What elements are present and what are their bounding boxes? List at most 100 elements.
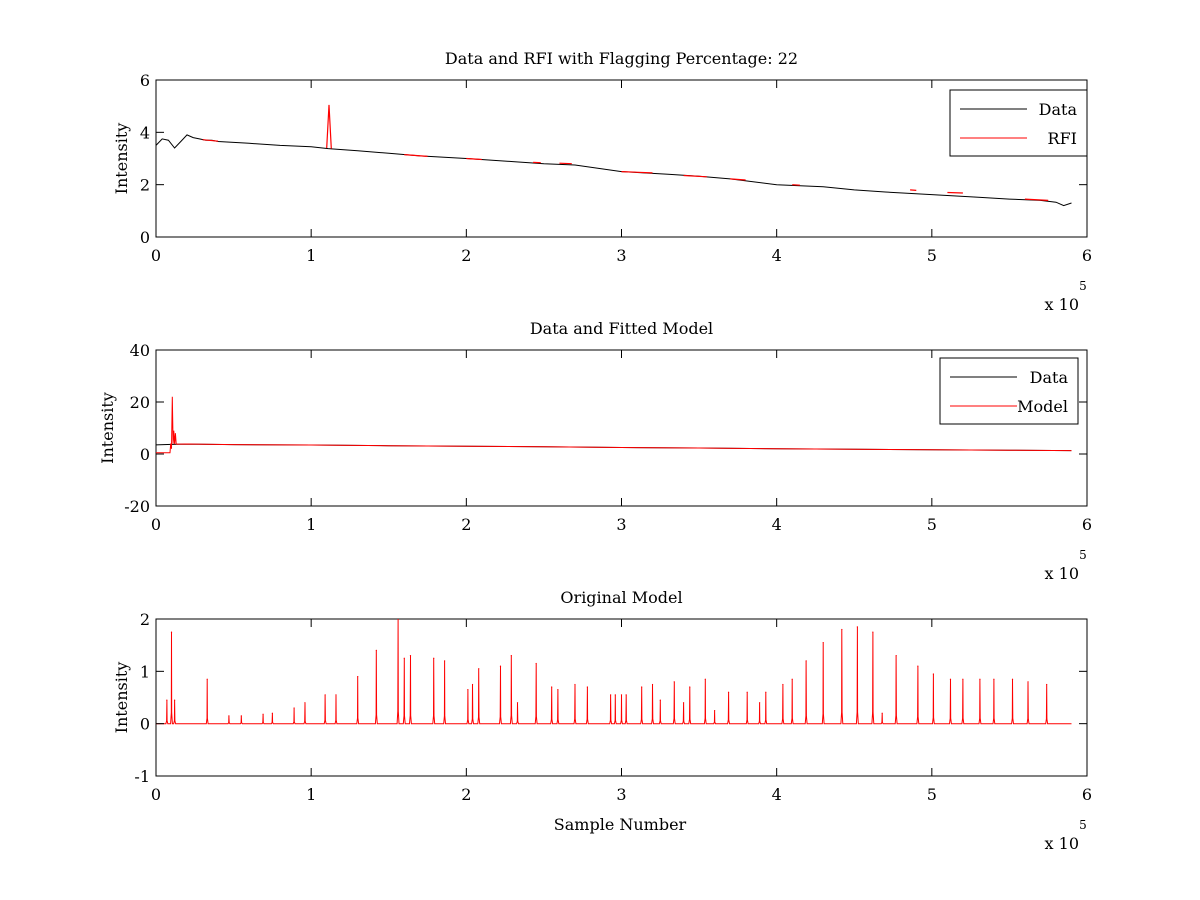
model-peak-10 <box>304 702 306 704</box>
model-peak-7 <box>262 713 264 715</box>
model-peak-22 <box>478 668 480 670</box>
legend: Data RFI <box>949 89 1088 157</box>
x-tick-label: 3 <box>616 785 626 804</box>
model-peak-34 <box>625 694 627 696</box>
x-tick-label: 2 <box>461 785 471 804</box>
model-peak-11 <box>324 694 326 696</box>
model-peak-32 <box>614 694 616 696</box>
y-tick-label: 2 <box>140 610 150 629</box>
model-peak-20 <box>467 689 469 691</box>
x-tick-label: 5 <box>927 785 937 804</box>
x-tick-label: 5 <box>927 246 937 265</box>
series-model-line <box>156 619 1072 725</box>
model-peak-35 <box>641 686 643 688</box>
legend-label-rfi: RFI <box>1048 129 1077 148</box>
legend-box <box>939 357 1079 425</box>
x-tick-label: 4 <box>772 785 782 804</box>
y-tick-label: -1 <box>134 767 150 786</box>
series-rfi-segment-2 <box>326 104 332 149</box>
x-exponent-power: 5 <box>1079 548 1087 562</box>
subplot-title: Data and RFI with Flagging Percentage: 2… <box>445 49 798 68</box>
model-peak-40 <box>689 686 691 688</box>
x-axis-label: Sample Number <box>554 815 687 834</box>
model-peak-31 <box>610 694 612 696</box>
model-peak-56 <box>917 665 919 667</box>
x-tick-label: 3 <box>616 246 626 265</box>
model-peak-4 <box>206 678 208 680</box>
model-peak-21 <box>471 683 474 686</box>
model-peak-43 <box>727 691 730 693</box>
series-rfi-segment-10 <box>792 184 800 186</box>
model-peak-37 <box>659 699 661 701</box>
legend-box <box>949 89 1088 157</box>
model-peak-64 <box>1046 683 1048 686</box>
subplot-title: Data and Fitted Model <box>530 319 713 338</box>
y-tick-label: 0 <box>140 228 150 247</box>
model-peak-44 <box>746 691 748 693</box>
model-peak-48 <box>791 678 793 680</box>
x-tick-label: 5 <box>927 515 937 534</box>
model-peak-16 <box>403 657 405 659</box>
y-axis-label: Intensity <box>98 392 117 464</box>
y-tick-label: 2 <box>140 176 150 195</box>
model-peak-53 <box>872 631 874 633</box>
model-peak-55 <box>895 655 897 657</box>
series-rfi-segment-3 <box>404 154 428 157</box>
model-peak-18 <box>433 657 435 659</box>
series-rfi-segment-12 <box>947 191 963 194</box>
model-peak-61 <box>993 678 995 680</box>
legend-label-data: Data <box>1039 100 1078 119</box>
series-rfi-segment-4 <box>466 157 482 161</box>
x-exponent-base: x 10 <box>1045 564 1079 583</box>
model-peak-62 <box>1011 678 1014 680</box>
plot-area <box>156 104 1072 207</box>
legend-label-data: Data <box>1030 368 1069 387</box>
x-exponent-power: 5 <box>1079 279 1087 293</box>
model-peak-54 <box>881 712 883 714</box>
model-peak-1 <box>166 699 168 701</box>
x-tick-label: 1 <box>306 515 316 534</box>
x-tick-label: 2 <box>461 246 471 265</box>
y-tick-label: 4 <box>140 123 150 142</box>
model-peak-9 <box>293 707 295 709</box>
model-peak-6 <box>240 715 242 717</box>
x-tick-label: 6 <box>1082 246 1092 265</box>
model-peak-19 <box>444 660 446 662</box>
model-peak-14 <box>375 649 377 652</box>
model-peak-13 <box>357 675 359 678</box>
series-rfi-segment-11 <box>910 189 917 191</box>
model-peak-33 <box>620 694 623 696</box>
x-tick-label: 0 <box>151 246 161 265</box>
series-rfi-segment-13 <box>1024 198 1049 201</box>
x-tick-label: 4 <box>772 246 782 265</box>
model-peak-29 <box>574 683 576 686</box>
x-tick-label: 3 <box>616 515 626 534</box>
y-tick-label: 6 <box>140 71 150 90</box>
model-peak-26 <box>535 662 537 665</box>
series-rfi-segment-1 <box>202 139 219 142</box>
model-peak-17 <box>409 655 412 657</box>
x-tick-label: 0 <box>151 515 161 534</box>
x-tick-label: 2 <box>461 515 471 534</box>
model-peak-47 <box>782 683 784 686</box>
y-axis-label: Intensity <box>112 662 131 734</box>
model-peak-12 <box>335 694 337 696</box>
model-peak-46 <box>765 691 767 693</box>
y-tick-label: 0 <box>140 715 150 734</box>
model-peak-38 <box>673 681 675 683</box>
x-tick-label: 1 <box>306 246 316 265</box>
model-peak-42 <box>714 709 716 712</box>
x-tick-label: 6 <box>1082 785 1092 804</box>
y-tick-label: 20 <box>130 393 150 412</box>
x-exponent-base: x 10 <box>1045 295 1079 314</box>
model-peak-50 <box>822 641 824 644</box>
model-peak-15 <box>397 619 399 620</box>
legend: Data Model <box>939 357 1079 425</box>
series-rfi-segment-8 <box>683 174 707 178</box>
model-peak-41 <box>704 678 706 680</box>
model-peak-27 <box>551 686 553 688</box>
